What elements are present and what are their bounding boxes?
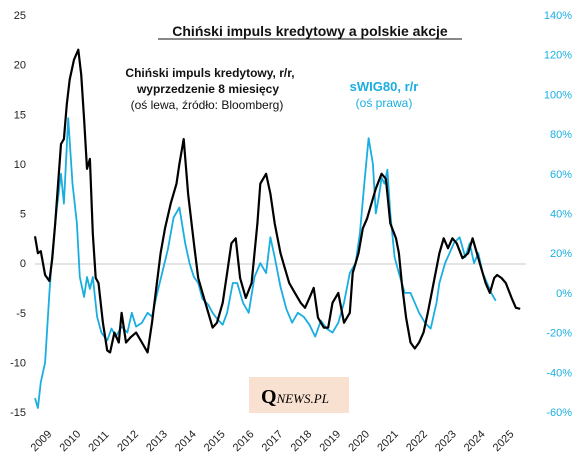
qnews-logo-rest: NEWS.PL [276,391,329,406]
x-axis: 2009 2010 2011 2012 2013 2014 2015 2016 2017 2018… [29,428,517,454]
y-right-tick-label: 120% [544,50,572,62]
chart-title-text: Chiński impuls kredytowy a polskie akcje [172,23,448,39]
qnews-logo-q: Q [261,386,277,408]
y-left-tick-label: 25 [14,10,26,22]
series-line-credit-impulse [33,48,521,354]
left-series-annotation-line3: (oś lewa, źródło: Bloomberg) [131,98,284,112]
x-tick-label: 2024 [462,428,488,454]
chart-title: Chiński impuls kredytowy a polskie akcje [158,23,462,40]
x-tick-label: 2009 [29,428,55,454]
qnews-logo: QNEWS.PL [249,377,349,413]
x-tick-label: 2013 [144,428,170,454]
qnews-logo-background [249,377,349,413]
x-tick-label: 2020 [346,428,372,454]
right-series-annotation-line2: (oś prawa) [356,96,413,110]
y-right-tick-label: -20% [546,328,572,340]
y-right-tick-label: 100% [544,89,572,101]
y-right-tick-label: 0% [556,288,572,300]
right-series-annotation: sWIG80, r/r (oś prawa) [350,79,419,110]
x-tick-label: 2014 [173,428,199,454]
y-right-tick-label: 60% [550,169,572,181]
y-right-tick-label: -60% [546,407,572,419]
x-tick-label: 2012 [115,428,141,454]
y-left-tick-label: 15 [14,109,26,121]
y-right-tick-label: 80% [550,129,572,141]
y-axis-right: 140% 120% 100% 80% 60% 40% 20% 0% -20% -40% -60% [544,10,572,419]
x-tick-label: 2019 [317,428,343,454]
y-left-tick-label: 5 [20,209,26,221]
left-series-annotation: Chiński impuls kredytowy, r/r, wyprzedze… [125,66,294,112]
series-line-swig80 [34,117,497,409]
x-tick-label: 2018 [289,428,315,454]
y-left-tick-label: -10 [10,357,26,369]
y-left-tick-label: 0 [20,258,26,270]
left-series-annotation-line2: wyprzedzenie 8 miesięcy [136,82,279,96]
y-right-tick-label: 20% [550,248,572,260]
x-tick-label: 2025 [491,428,517,454]
y-left-tick-label: 10 [14,159,26,171]
y-right-tick-label: 140% [544,10,572,22]
left-series-annotation-line1: Chiński impuls kredytowy, r/r, [125,66,294,80]
series-layer [33,48,521,409]
y-left-tick-label: -15 [10,407,26,419]
qnews-logo-text: QNEWS.PL [261,386,329,408]
y-right-tick-label: 40% [550,209,572,221]
x-tick-label: 2011 [86,429,111,454]
y-right-tick-label: -40% [546,367,572,379]
x-tick-label: 2022 [404,428,430,454]
x-tick-label: 2023 [433,428,459,454]
x-tick-label: 2016 [231,428,257,454]
y-axis-left: 25 20 15 10 5 0 -5 -10 -15 [10,10,26,419]
y-left-tick-label: 20 [14,60,26,72]
x-tick-label: 2010 [58,428,84,454]
x-tick-label: 2017 [260,428,286,454]
x-tick-label: 2021 [375,428,401,454]
x-tick-label: 2015 [202,428,228,454]
right-series-annotation-line1: sWIG80, r/r [350,79,419,94]
y-left-tick-label: -5 [16,308,26,320]
